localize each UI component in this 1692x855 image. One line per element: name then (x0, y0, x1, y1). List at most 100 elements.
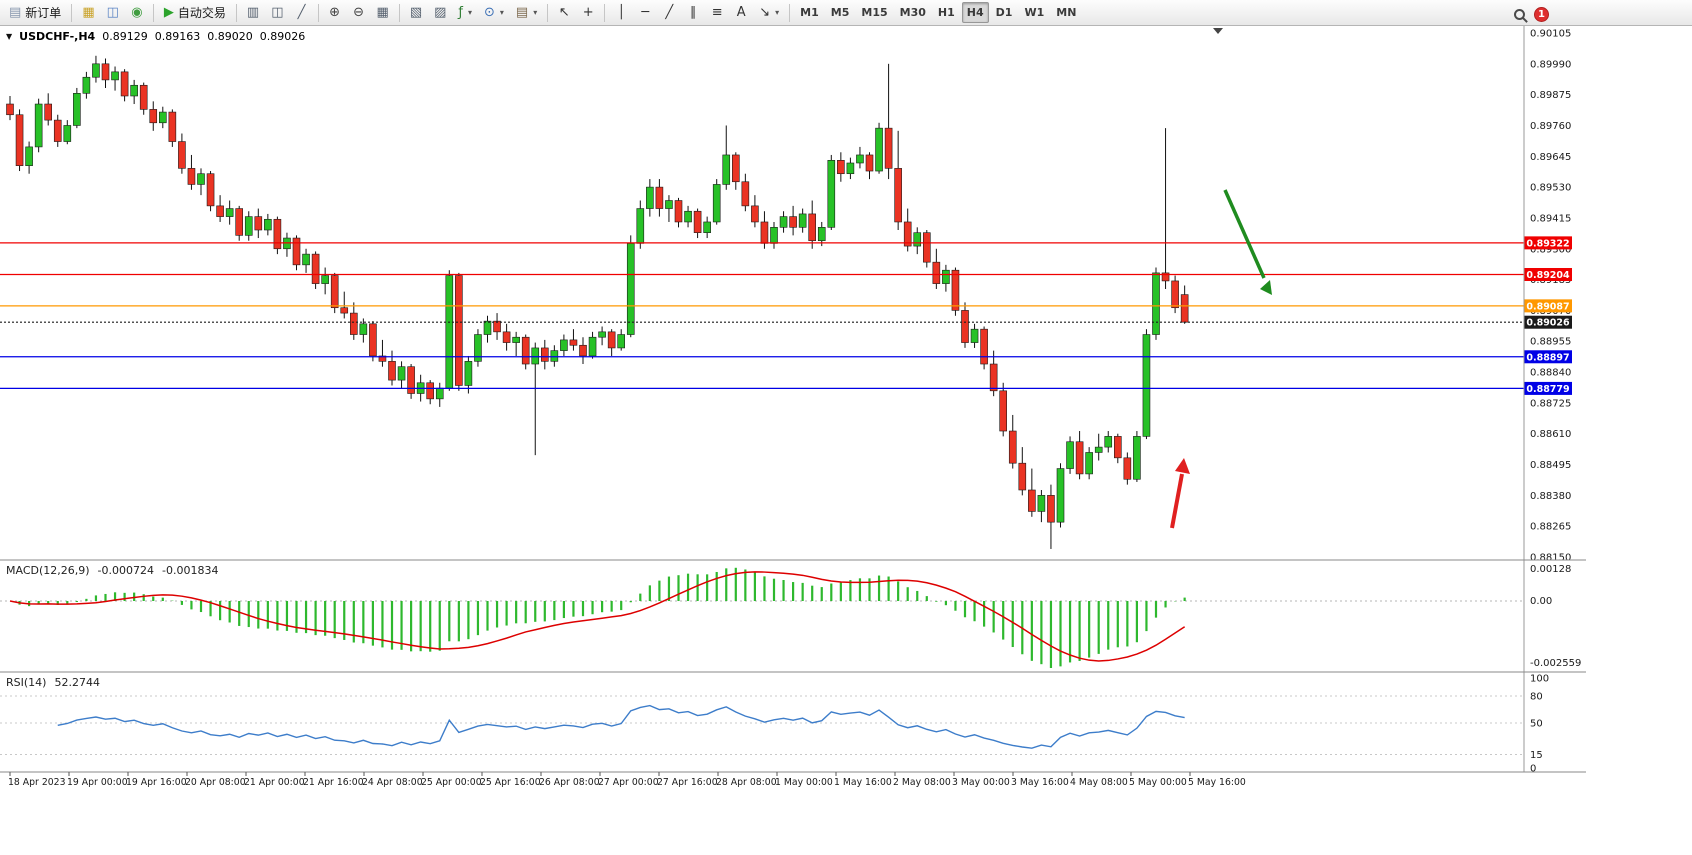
time-axis-label: 24 Apr 08:00 (362, 777, 423, 788)
zoom-in-icon: ⊕ (329, 5, 340, 20)
macd-legend: MACD(12,26,9) -0.000724 -0.001834 (6, 564, 219, 577)
symbol-dropdown-icon[interactable]: ▼ (6, 32, 13, 41)
text-button[interactable]: A (730, 2, 752, 23)
chart-line-button[interactable]: ╱ (291, 2, 313, 23)
new-order-button[interactable]: ▤ 新订单 (4, 2, 66, 23)
tf-w1-button[interactable]: W1 (1019, 2, 1049, 23)
crosshair-button[interactable]: + (577, 2, 599, 23)
time-axis-label: 19 Apr 00:00 (67, 777, 128, 788)
candle-body (197, 173, 205, 185)
price-axis-label: 0.88840 (1530, 368, 1571, 379)
candle-body (101, 63, 110, 81)
price-tag (1524, 315, 1572, 329)
search-button[interactable] (1514, 5, 1525, 24)
navigator-button[interactable]: ◉ (126, 2, 148, 23)
candle-body (1047, 495, 1055, 523)
candle-body (856, 154, 864, 164)
macd-signal-line (9, 571, 1186, 662)
candle-body (1142, 334, 1151, 437)
rsi-scale-label: 80 (1530, 692, 1543, 703)
candle-body (6, 103, 14, 116)
new-order-label: 新订单 (25, 6, 62, 20)
price-axis-label: 0.89645 (1530, 152, 1571, 163)
toolbar-separator (604, 3, 606, 22)
price-axis-label: 0.90105 (1530, 29, 1571, 40)
rsi-legend: RSI(14) 52.2744 (6, 676, 100, 689)
candle-body (225, 208, 234, 217)
time-axis-label: 3 May 16:00 (1011, 777, 1069, 788)
candle-body (464, 361, 473, 386)
candle-body (646, 186, 654, 209)
chart-candles-button[interactable]: ◫ (266, 2, 288, 23)
vertical-line-button[interactable]: │ (610, 2, 632, 23)
price-axis-label: 0.89530 (1530, 183, 1571, 194)
fibonacci-button[interactable]: ≡ (706, 2, 728, 23)
time-axis-label: 27 Apr 16:00 (657, 777, 718, 788)
channel-button[interactable]: ∥ (682, 2, 704, 23)
cursor-button[interactable]: ↖ (553, 2, 575, 23)
price-tag-label: 0.89026 (1526, 318, 1570, 329)
tile-windows-icon: ▦ (376, 5, 389, 20)
candle-body (349, 312, 358, 335)
zoom-out-button[interactable]: ⊖ (348, 2, 370, 23)
trendline-button[interactable]: ╱ (658, 2, 680, 23)
price-tag (1524, 267, 1572, 281)
candle-body (388, 361, 396, 381)
tf-m5-button[interactable]: M5 (826, 2, 855, 23)
candle-body (244, 216, 253, 236)
time-axis-label: 27 Apr 00:00 (598, 777, 659, 788)
time-axis-label: 21 Apr 00:00 (244, 777, 305, 788)
price-axis-label: 0.89300 (1530, 244, 1571, 255)
horizontal-line-button[interactable]: ─ (634, 2, 656, 23)
chart-canvas[interactable]: 0.90105 0.89990 0.89875 0.89760 0.89645 0.895… (0, 26, 1692, 855)
candle-body (722, 154, 731, 185)
price-axis-label: 0.89760 (1530, 121, 1571, 132)
price-tag-label: 0.88897 (1526, 352, 1569, 363)
indicators-button[interactable]: ƒ ▾ (453, 2, 477, 23)
tf-d1-button[interactable]: D1 (991, 2, 1018, 23)
tile-windows-button[interactable]: ▦ (372, 2, 394, 23)
arrows-button[interactable]: ↘ ▾ (754, 2, 784, 23)
chart-bars-button[interactable]: ▥ (242, 2, 264, 23)
zoom-in-button[interactable]: ⊕ (324, 2, 346, 23)
candle-body (359, 323, 368, 335)
data-window-button[interactable]: ◫ (102, 2, 124, 23)
notifications-badge[interactable]: 1 (1534, 7, 1549, 22)
templates-button[interactable]: ▤ ▾ (511, 2, 542, 23)
tf-m1-button[interactable]: M1 (795, 2, 824, 23)
rsi-title: RSI(14) (6, 676, 47, 689)
tf-mn-button[interactable]: MN (1051, 2, 1081, 23)
candle-body (894, 168, 902, 223)
market-watch-button[interactable]: ▦ (77, 2, 99, 23)
tf-m30-button[interactable]: M30 (895, 2, 931, 23)
tf-h1-label: H1 (937, 6, 955, 19)
candle-body (340, 307, 349, 314)
red-up-arrow-object[interactable] (1170, 473, 1184, 529)
objects-list-button[interactable]: ▨ (429, 2, 451, 23)
autotrading-button[interactable]: ▶ 自动交易 (159, 2, 231, 23)
green-down-arrow-object[interactable] (1223, 189, 1266, 279)
price-tag-label: 0.88779 (1526, 384, 1569, 395)
tf-m15-button[interactable]: M15 (856, 2, 892, 23)
candle-body (435, 387, 444, 400)
chart-candles-icon: ◫ (271, 5, 284, 20)
candle-body (808, 213, 817, 242)
candle-body (407, 366, 415, 394)
ohlc-high: 0.89163 (154, 30, 201, 43)
candle-body (903, 221, 912, 247)
periods-button[interactable]: ⊙ ▾ (479, 2, 509, 23)
profiles-button[interactable]: ▧ (405, 2, 427, 23)
fibonacci-icon: ≡ (711, 5, 723, 20)
tf-h4-button[interactable]: H4 (961, 2, 989, 23)
candle-body (989, 363, 998, 392)
candle-body (875, 127, 883, 172)
chart-shift-marker[interactable] (1213, 28, 1223, 34)
objects-list-icon: ▨ (434, 5, 447, 20)
candle-body (817, 227, 826, 242)
candle-body (369, 323, 377, 357)
candle-body (550, 350, 559, 362)
tf-h1-button[interactable]: H1 (933, 2, 960, 23)
time-axis-label: 1 May 16:00 (834, 777, 892, 788)
time-axis-label: 20 Apr 08:00 (185, 777, 246, 788)
